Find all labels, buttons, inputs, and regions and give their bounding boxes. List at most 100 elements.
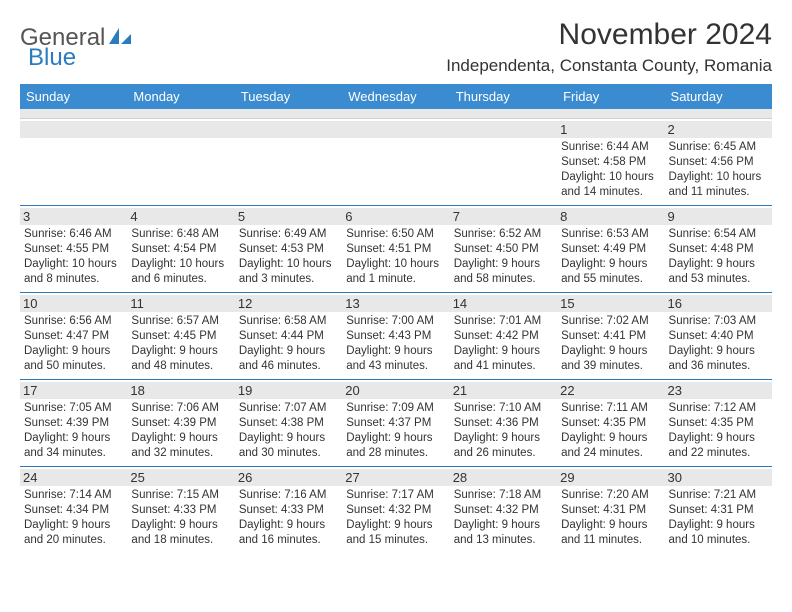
sunrise-text: Sunrise: 6:54 AM <box>669 227 768 242</box>
daylight-text: Daylight: 10 hours and 6 minutes. <box>131 257 230 287</box>
daylight-text: Daylight: 9 hours and 22 minutes. <box>669 431 768 461</box>
daylight-text: Daylight: 9 hours and 16 minutes. <box>239 518 338 548</box>
weeks-container: 1Sunrise: 6:44 AMSunset: 4:58 PMDaylight… <box>20 119 772 553</box>
daylight-text: Daylight: 10 hours and 8 minutes. <box>24 257 123 287</box>
day-number <box>127 121 234 138</box>
day-info: Sunrise: 6:57 AMSunset: 4:45 PMDaylight:… <box>131 314 230 374</box>
calendar-cell: 27Sunrise: 7:17 AMSunset: 4:32 PMDayligh… <box>342 467 449 553</box>
calendar-cell: 10Sunrise: 6:56 AMSunset: 4:47 PMDayligh… <box>20 293 127 379</box>
calendar-week: 3Sunrise: 6:46 AMSunset: 4:55 PMDaylight… <box>20 206 772 293</box>
daylight-text: Daylight: 9 hours and 13 minutes. <box>454 518 553 548</box>
day-number: 20 <box>342 382 449 399</box>
sunset-text: Sunset: 4:51 PM <box>346 242 445 257</box>
sunrise-text: Sunrise: 7:02 AM <box>561 314 660 329</box>
sunset-text: Sunset: 4:40 PM <box>669 329 768 344</box>
sunrise-text: Sunrise: 6:56 AM <box>24 314 123 329</box>
sunset-text: Sunset: 4:53 PM <box>239 242 338 257</box>
calendar-cell: 3 Sunrise: 6:46 AMSunset: 4:55 PMDaylight… <box>20 206 127 292</box>
day-number <box>342 121 449 138</box>
calendar-cell: 6Sunrise: 6:50 AMSunset: 4:51 PMDaylight… <box>342 206 449 292</box>
weekday-header: Wednesday <box>342 84 449 109</box>
sunrise-text: Sunrise: 7:07 AM <box>239 401 338 416</box>
sunrise-text: Sunrise: 6:52 AM <box>454 227 553 242</box>
sunrise-text: Sunrise: 6:49 AM <box>239 227 338 242</box>
day-number: 17 <box>20 382 127 399</box>
calendar-cell: 19Sunrise: 7:07 AMSunset: 4:38 PMDayligh… <box>235 380 342 466</box>
calendar-cell: 1Sunrise: 6:44 AMSunset: 4:58 PMDaylight… <box>557 119 664 205</box>
calendar-cell: 5Sunrise: 6:49 AMSunset: 4:53 PMDaylight… <box>235 206 342 292</box>
calendar-cell <box>342 119 449 205</box>
day-number: 24 <box>20 469 127 486</box>
calendar-cell: 15Sunrise: 7:02 AMSunset: 4:41 PMDayligh… <box>557 293 664 379</box>
weekday-header: Thursday <box>450 84 557 109</box>
sunrise-text: Sunrise: 7:03 AM <box>669 314 768 329</box>
weekday-header: Saturday <box>665 84 772 109</box>
sunset-text: Sunset: 4:55 PM <box>24 242 123 257</box>
month-title: November 2024 <box>446 18 772 52</box>
sunrise-text: Sunrise: 6:50 AM <box>346 227 445 242</box>
calendar-cell: 9Sunrise: 6:54 AMSunset: 4:48 PMDaylight… <box>665 206 772 292</box>
sunrise-text: Sunrise: 7:00 AM <box>346 314 445 329</box>
sunrise-text: Sunrise: 7:10 AM <box>454 401 553 416</box>
sunset-text: Sunset: 4:44 PM <box>239 329 338 344</box>
daylight-text: Daylight: 9 hours and 11 minutes. <box>561 518 660 548</box>
daylight-text: Daylight: 9 hours and 58 minutes. <box>454 257 553 287</box>
day-number: 26 <box>235 469 342 486</box>
calendar-cell: 18Sunrise: 7:06 AMSunset: 4:39 PMDayligh… <box>127 380 234 466</box>
weekday-header: Sunday <box>20 84 127 109</box>
sunrise-text: Sunrise: 7:18 AM <box>454 488 553 503</box>
sunrise-text: Sunrise: 6:44 AM <box>561 140 660 155</box>
sunrise-text: Sunrise: 7:11 AM <box>561 401 660 416</box>
calendar-cell <box>450 119 557 205</box>
sunset-text: Sunset: 4:35 PM <box>669 416 768 431</box>
day-number <box>20 121 127 138</box>
calendar-cell: 7 Sunrise: 6:52 AMSunset: 4:50 PMDaylight… <box>450 206 557 292</box>
sunset-text: Sunset: 4:31 PM <box>669 503 768 518</box>
calendar-cell: 14Sunrise: 7:01 AMSunset: 4:42 PMDayligh… <box>450 293 557 379</box>
day-info: Sunrise: 7:11 AMSunset: 4:35 PMDaylight:… <box>561 401 660 461</box>
calendar-cell: 11 Sunrise: 6:57 AMSunset: 4:45 PMDayligh… <box>127 293 234 379</box>
calendar-cell: 20Sunrise: 7:09 AMSunset: 4:37 PMDayligh… <box>342 380 449 466</box>
sunset-text: Sunset: 4:47 PM <box>24 329 123 344</box>
logo-sail-icon <box>107 26 133 51</box>
day-number: 2 <box>665 121 772 138</box>
day-info: Sunrise: 7:10 AMSunset: 4:36 PMDaylight:… <box>454 401 553 461</box>
sunset-text: Sunset: 4:50 PM <box>454 242 553 257</box>
day-number: 16 <box>665 295 772 312</box>
sunrise-text: Sunrise: 6:46 AM <box>24 227 123 242</box>
calendar: Sunday Monday Tuesday Wednesday Thursday… <box>20 84 772 553</box>
day-number: 8 <box>557 208 664 225</box>
calendar-cell: 30Sunrise: 7:21 AMSunset: 4:31 PMDayligh… <box>665 467 772 553</box>
day-number: 11 <box>127 295 234 312</box>
calendar-cell: 12Sunrise: 6:58 AMSunset: 4:44 PMDayligh… <box>235 293 342 379</box>
sunset-text: Sunset: 4:56 PM <box>669 155 768 170</box>
day-info: Sunrise: 6:49 AMSunset: 4:53 PMDaylight:… <box>239 227 338 287</box>
sunrise-text: Sunrise: 7:12 AM <box>669 401 768 416</box>
calendar-cell: 8Sunrise: 6:53 AMSunset: 4:49 PMDaylight… <box>557 206 664 292</box>
sunset-text: Sunset: 4:49 PM <box>561 242 660 257</box>
day-number: 7 <box>450 208 557 225</box>
day-info: Sunrise: 7:14 AMSunset: 4:34 PMDaylight:… <box>24 488 123 548</box>
calendar-cell: 26Sunrise: 7:16 AMSunset: 4:33 PMDayligh… <box>235 467 342 553</box>
sunrise-text: Sunrise: 7:21 AM <box>669 488 768 503</box>
calendar-cell <box>127 119 234 205</box>
day-info: Sunrise: 6:54 AMSunset: 4:48 PMDaylight:… <box>669 227 768 287</box>
day-number: 22 <box>557 382 664 399</box>
sunrise-text: Sunrise: 7:05 AM <box>24 401 123 416</box>
day-info: Sunrise: 7:21 AMSunset: 4:31 PMDaylight:… <box>669 488 768 548</box>
day-info: Sunrise: 7:18 AMSunset: 4:32 PMDaylight:… <box>454 488 553 548</box>
calendar-cell: 17Sunrise: 7:05 AMSunset: 4:39 PMDayligh… <box>20 380 127 466</box>
daylight-text: Daylight: 9 hours and 32 minutes. <box>131 431 230 461</box>
day-number: 3 <box>20 208 127 225</box>
daylight-text: Daylight: 9 hours and 18 minutes. <box>131 518 230 548</box>
day-info: Sunrise: 7:06 AMSunset: 4:39 PMDaylight:… <box>131 401 230 461</box>
day-number: 4 <box>127 208 234 225</box>
calendar-week: 10Sunrise: 6:56 AMSunset: 4:47 PMDayligh… <box>20 293 772 380</box>
sunrise-text: Sunrise: 7:16 AM <box>239 488 338 503</box>
sunrise-text: Sunrise: 6:58 AM <box>239 314 338 329</box>
sunrise-text: Sunrise: 6:48 AM <box>131 227 230 242</box>
day-info: Sunrise: 6:45 AMSunset: 4:56 PMDaylight:… <box>669 140 768 200</box>
day-number <box>235 121 342 138</box>
calendar-cell <box>20 119 127 205</box>
sunrise-text: Sunrise: 6:45 AM <box>669 140 768 155</box>
